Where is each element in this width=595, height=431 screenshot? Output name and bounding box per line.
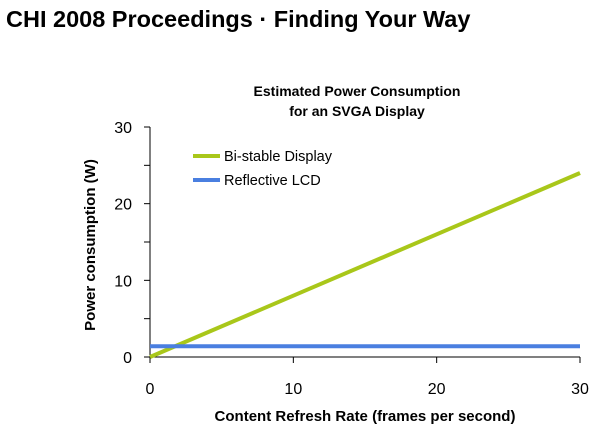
chart-axes (149, 127, 580, 358)
y-tick-label: 20 (114, 197, 132, 214)
x-tick-label: 30 (571, 381, 589, 398)
y-tick-label: 0 (123, 350, 132, 367)
series-line-bistable-display (149, 171, 581, 359)
x-axis-label: Content Refresh Rate (frames per second) (215, 408, 516, 425)
x-tick-label: 10 (284, 381, 302, 398)
x-tick-label: 0 (146, 381, 155, 398)
y-tick-label: 10 (114, 273, 132, 290)
chart-series (149, 171, 581, 359)
y-tick-label: 30 (114, 120, 132, 137)
chart-ticks: 0 10 20 30 0 10 20 30 (114, 120, 589, 398)
chart-title: Estimated Power Consumption for an SVGA D… (254, 83, 461, 119)
legend-label: Reflective LCD (224, 173, 321, 189)
chart-title-line: for an SVGA Display (289, 103, 425, 119)
y-axis-label: Power consumption (W) (82, 159, 99, 331)
chart-legend: Bi-stable Display Reflective LCD (193, 149, 333, 189)
page-title: CHI 2008 Proceedings · Finding Your Way (6, 6, 471, 32)
chart-title-line: Estimated Power Consumption (254, 83, 461, 99)
x-tick-label: 20 (428, 381, 446, 398)
legend-label: Bi-stable Display (224, 149, 333, 165)
